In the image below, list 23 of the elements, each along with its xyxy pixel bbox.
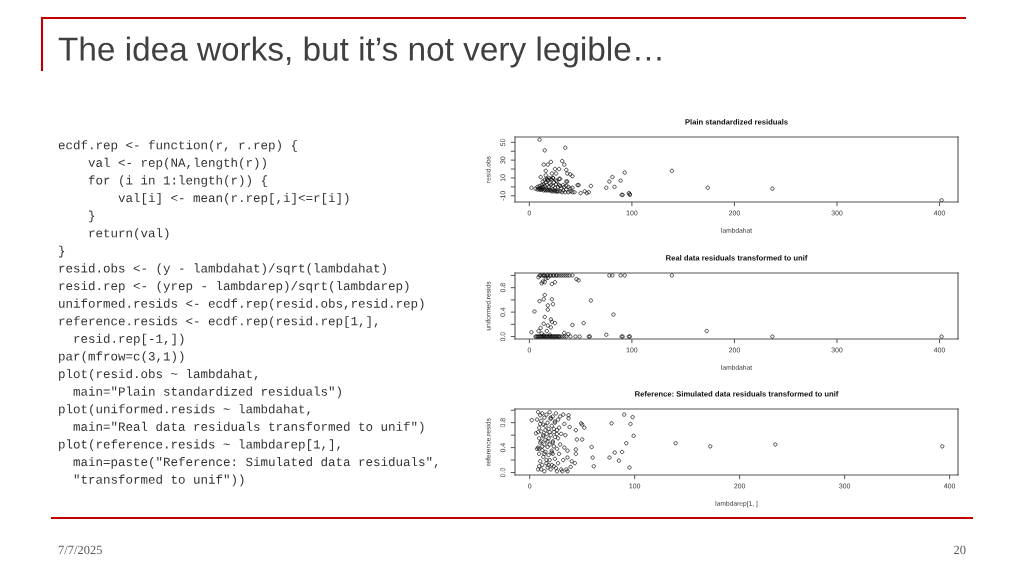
text: return(val) [89, 228, 169, 240]
text: 20 [954, 545, 966, 555]
text: } [59, 245, 65, 258]
text: main="Plain standardized residuals") [73, 386, 341, 399]
text: The idea works, but it’s not very legible… [58, 36, 661, 68]
text: plot(uniformed.resids ~ lambdahat, [59, 404, 310, 416]
text: resid.rep <- (yrep - lambdarep)/sqrt(lambdarep) [59, 280, 409, 293]
text: val[i] <- mean(r.rep[,i]<=r[i]) [118, 192, 349, 205]
text: plot(resid.obs ~ lambdahat, [59, 368, 258, 381]
text: par(mfrow=c(3,1)) [59, 351, 184, 364]
text: resid.rep[-1,]) [74, 333, 184, 346]
text: main="Real data residuals transformed to unif") [73, 421, 424, 434]
text: resid.obs <- (y - lambdahat)/sqrt(lambdahat) [59, 263, 386, 276]
text: main=paste("Reference: Simulated data residuals", [73, 456, 438, 469]
text: reference.resids <- ecdf.rep(resid.rep[1,], [59, 316, 378, 328]
text: for (i in 1:length(r)) { [88, 175, 268, 188]
text: 7/7/2025 [58, 545, 102, 555]
text: plot(reference.resids ~ lambdarep[1,], [59, 439, 340, 452]
text: val <- rep(NA,length(r)) [88, 157, 266, 170]
text: "transformed to unif")) [74, 474, 244, 487]
text: ecdf.rep <- function(r, r.rep) { [58, 140, 298, 152]
text: uniformed.resids <- ecdf.rep(resid.obs,resid.rep) [59, 298, 424, 311]
text: } [89, 210, 95, 223]
